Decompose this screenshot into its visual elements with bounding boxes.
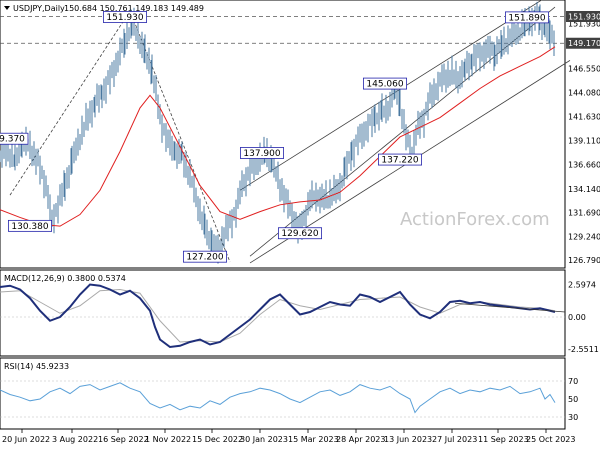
annotation-label: 130.380 <box>11 222 48 232</box>
price-annotation-129-620: 129.620 <box>277 227 322 240</box>
rsi-layer <box>0 380 565 418</box>
price-axis-tick: 151.930 <box>568 19 600 28</box>
annotation-label: 151.930 <box>106 13 143 23</box>
price-annotation-151-930: 151.930 <box>103 11 148 23</box>
annotation-label: 129.620 <box>281 229 318 239</box>
x-axis-label: 13 Jun 2023 <box>384 435 432 444</box>
macd-trendline <box>454 302 566 313</box>
price-axis-tick: 129.240 <box>568 232 600 241</box>
annotation-box <box>7 219 53 232</box>
macd-layer <box>0 283 566 349</box>
axis-layer: 146.550 144.080 141.630 139.110 136.660 134.1… <box>2 10 600 444</box>
price-tag-label: 149.170 <box>568 39 600 48</box>
watermark: ActionForex.com <box>400 209 550 230</box>
price-axis-tick: 146.550 <box>568 65 600 74</box>
annotation-box <box>362 77 407 90</box>
annotation-box <box>277 227 322 240</box>
x-axis-label: 28 Apr 2023 <box>336 435 385 444</box>
rsi-axis-tick: 70 <box>568 377 578 386</box>
price-annotation-127-200: 127.200 <box>182 250 227 263</box>
annotation-label: 9.370 <box>0 135 25 145</box>
rsi-panel <box>0 357 566 430</box>
dropdown-triangle-icon <box>4 6 10 10</box>
symbol-timeframe: USDJPY,Daily <box>13 4 65 13</box>
price-axis-tick: 144.080 <box>568 89 600 98</box>
price-annotation-145-060: 145.060 <box>362 77 407 90</box>
price-annotation-151-890: 151.890 <box>504 11 549 24</box>
x-axis-label: 1 Nov 2022 <box>145 435 191 444</box>
price-annotation-9-370: 9.370 <box>0 132 29 145</box>
price-tag-0: 151.930 <box>566 10 600 22</box>
x-axis-label: 27 Jul 2023 <box>432 435 477 444</box>
macd-axis-tick: -2.5511 <box>568 345 599 354</box>
annotation-box <box>377 153 422 166</box>
x-axis-label: 25 Oct 2023 <box>526 435 575 444</box>
annotation-box <box>103 11 148 23</box>
rsi-title: RSI(14) 45.9233 <box>4 362 69 371</box>
annotation-label: 145.060 <box>366 80 403 90</box>
x-axis-label: 16 Sep 2022 <box>98 435 149 444</box>
price-layer: 151.930 151.890 145.060 137.900 137.220 129.6… <box>0 0 571 264</box>
annotation-box <box>0 132 29 145</box>
x-axis-label: 11 Sep 2023 <box>478 435 529 444</box>
annotation-box <box>182 250 227 263</box>
macd-axis-tick: 0.00 <box>568 313 586 322</box>
macd-title: MACD(12,26,9) 0.3800 0.5374 <box>4 274 126 283</box>
x-axis-label: 3 Aug 2022 <box>52 435 98 444</box>
rsi-line <box>0 382 556 414</box>
annotation-box <box>239 147 284 159</box>
macd-line <box>0 283 556 349</box>
x-axis-label: 20 Jun 2022 <box>2 435 50 444</box>
price-axis-tick: 139.110 <box>568 137 600 146</box>
price-tag-box <box>566 37 600 49</box>
channel-line-3 <box>9 10 131 196</box>
price-axis-tick: 136.660 <box>568 160 600 169</box>
annotation-label: 137.900 <box>243 149 280 159</box>
price-tag-box <box>566 10 600 22</box>
x-axis-label: 30 Jan 2023 <box>240 435 288 444</box>
price-axis-tick: 141.630 <box>568 112 600 121</box>
rsi-axis-tick: 50 <box>568 395 578 404</box>
price-axis-tick: 126.790 <box>568 256 600 265</box>
price-annotation-137-900: 137.900 <box>239 147 284 159</box>
annotation-box <box>504 11 549 24</box>
annotation-label: 151.890 <box>508 13 545 23</box>
x-axis-label: 15 Dec 2022 <box>192 435 243 444</box>
moving-average-line <box>0 46 556 227</box>
rsi-axis-tick: 30 <box>568 413 578 422</box>
price-annotation-137-220: 137.220 <box>377 153 422 166</box>
macd-axis-tick: 2.5974 <box>568 281 596 290</box>
price-annotation-130-380: 130.380 <box>7 219 53 232</box>
price-axis-tick: 131.690 <box>568 209 600 218</box>
price-axis-tick: 134.140 <box>568 185 600 194</box>
macd-signal-line <box>0 288 556 343</box>
annotation-label: 127.200 <box>186 253 223 263</box>
price-tag-1: 149.170 <box>566 37 600 49</box>
x-axis-label: 15 Mar 2023 <box>288 435 339 444</box>
price-tag-label: 151.930 <box>568 12 600 21</box>
annotation-label: 137.220 <box>381 156 418 166</box>
